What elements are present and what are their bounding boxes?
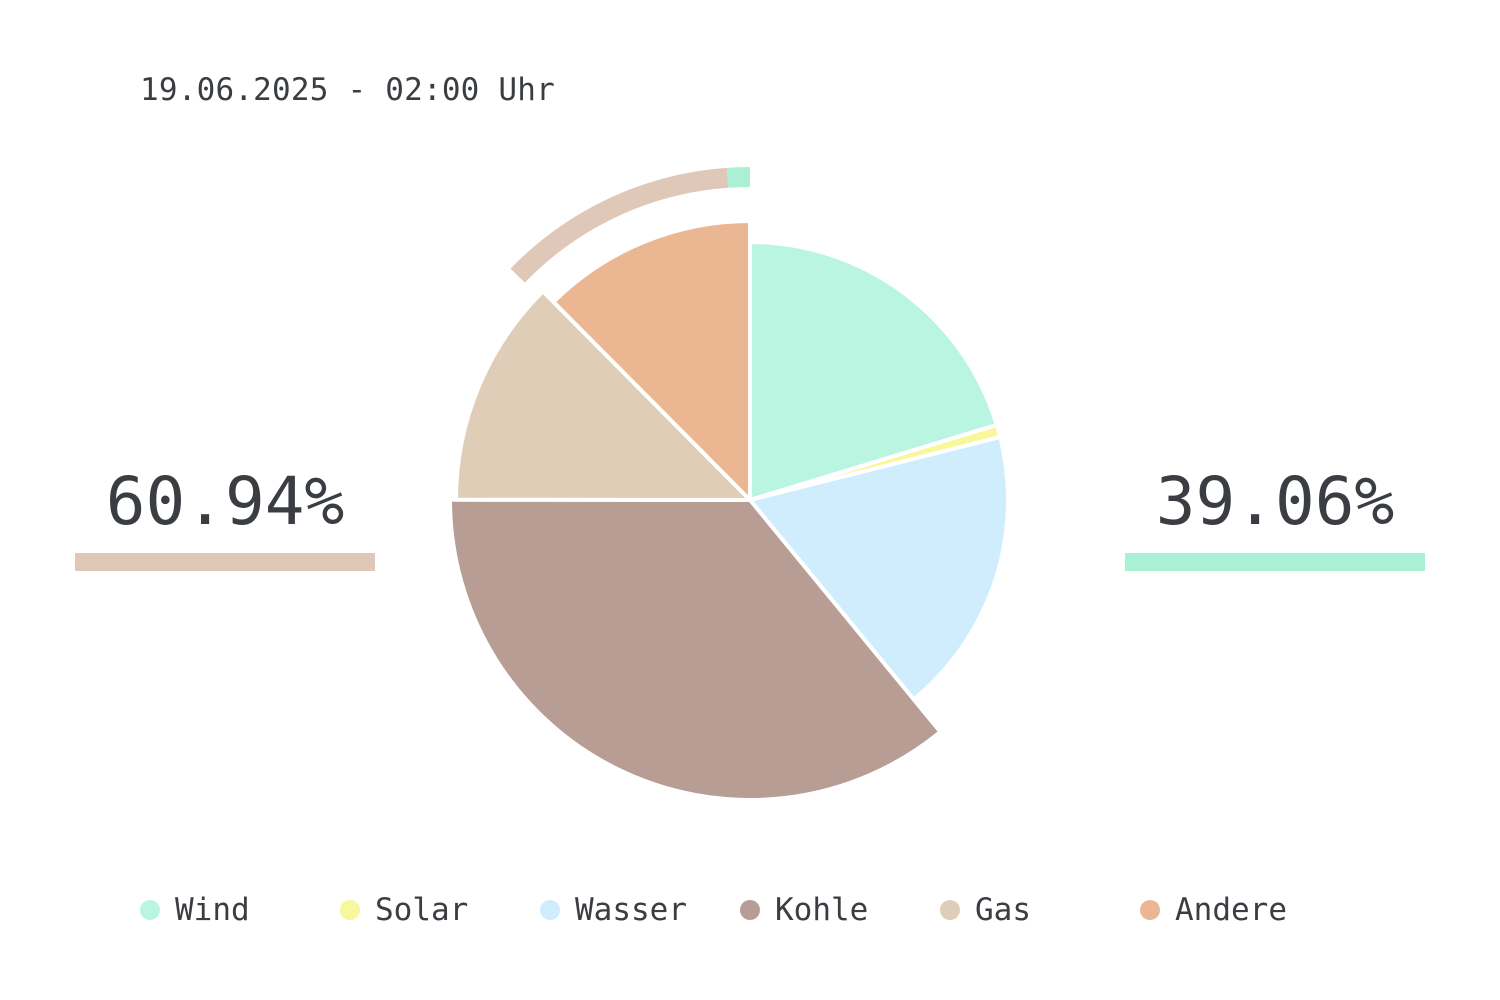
legend-item-gas[interactable]: Gas	[940, 890, 1031, 930]
legend-item-wind[interactable]: Wind	[140, 890, 250, 930]
legend-label-wasser: Wasser	[575, 892, 687, 928]
legend-label-gas: Gas	[975, 892, 1031, 928]
legend-item-wasser[interactable]: Wasser	[540, 890, 687, 930]
legend-label-solar: Solar	[375, 892, 469, 928]
legend-item-andere[interactable]: Andere	[1140, 890, 1287, 930]
legend-item-kohle[interactable]: Kohle	[740, 890, 869, 930]
legend-swatch-wasser	[540, 900, 560, 920]
outer-share-arc	[510, 167, 751, 283]
pie-slice-gas[interactable]	[454, 289, 752, 502]
fossil-share-bar	[75, 553, 375, 571]
legend-label-andere: Andere	[1175, 892, 1287, 928]
chart-legend: Wind Solar Wasser Kohle Gas Andere	[0, 890, 1500, 930]
renewable-share-bar	[1125, 553, 1425, 571]
pie-slice-kohle[interactable]	[447, 497, 943, 802]
legend-item-solar[interactable]: Solar	[340, 890, 469, 930]
legend-swatch-kohle	[740, 900, 760, 920]
pie-slice-wind[interactable]	[748, 240, 999, 502]
legend-swatch-andere	[1140, 900, 1160, 920]
chart-timestamp: 19.06.2025 - 02:00 Uhr	[140, 72, 555, 108]
legend-label-kohle: Kohle	[775, 892, 869, 928]
outer-arc-renewable	[726, 167, 751, 188]
legend-label-wind: Wind	[175, 892, 250, 928]
outer-arc-fossil	[510, 167, 729, 283]
pie-slice-wasser[interactable]	[748, 435, 1010, 702]
legend-swatch-gas	[940, 900, 960, 920]
legend-swatch-wind	[140, 900, 160, 920]
legend-swatch-solar	[340, 900, 360, 920]
pie-slice-andere[interactable]	[551, 219, 752, 502]
fossil-share-value: 60.94%	[105, 463, 345, 540]
pie-slices	[447, 219, 1010, 802]
renewable-share-value: 39.06%	[1155, 463, 1395, 540]
